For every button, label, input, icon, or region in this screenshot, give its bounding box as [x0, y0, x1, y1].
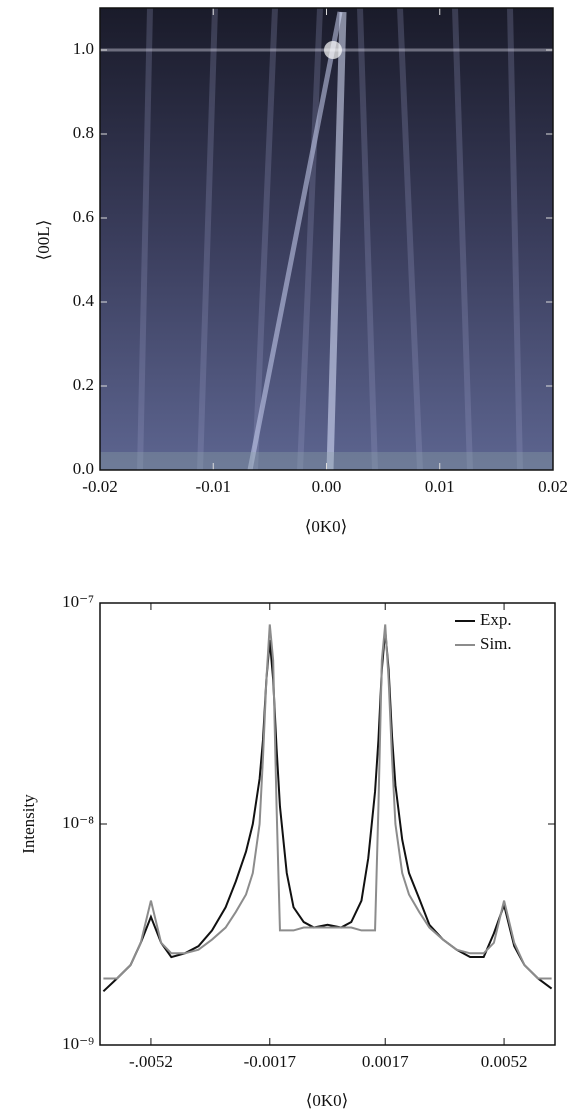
y-tick-label: 10⁻⁹	[62, 1034, 94, 1053]
data-line	[103, 624, 552, 980]
y-tick-label: 1.0	[73, 39, 94, 58]
map-streak	[397, 7, 423, 471]
map-spot	[324, 41, 342, 59]
y-tick-label: 10⁻⁸	[62, 813, 94, 832]
map-streak	[137, 7, 153, 471]
plot-frame	[99, 7, 554, 471]
x-tick-label: -0.0017	[244, 1052, 297, 1071]
map-streak	[297, 7, 323, 471]
plot-frame	[99, 602, 556, 1046]
y-tick-label: 0.0	[73, 459, 94, 478]
data-line	[102, 630, 553, 993]
legend-label: Exp.	[480, 610, 512, 629]
map-streak	[507, 7, 523, 471]
x-tick-label: 0.00	[312, 477, 342, 496]
y-tick-label: 0.4	[73, 291, 95, 310]
map-streak	[247, 11, 343, 471]
legend-label: Sim.	[480, 634, 512, 653]
y-tick-label: 10⁻⁷	[62, 592, 94, 611]
x-tick-label: 0.0017	[362, 1052, 409, 1071]
map-streak	[452, 7, 473, 471]
map-streaks	[137, 7, 523, 471]
y-tick-label: 0.8	[73, 123, 94, 142]
x-tick-label: -0.01	[196, 477, 231, 496]
scattering-map	[100, 7, 553, 471]
x-axis-label: ⟨0K0⟩	[305, 517, 348, 536]
x-tick-label: 0.02	[538, 477, 568, 496]
y-tick-label: 0.2	[73, 375, 94, 394]
x-tick-label: -.0052	[129, 1052, 173, 1071]
map-streak	[357, 7, 378, 471]
map-streak	[326, 11, 347, 471]
map-streak	[197, 7, 218, 471]
x-tick-label: 0.01	[425, 477, 455, 496]
y-tick-label: 0.6	[73, 207, 94, 226]
x-axis-label: ⟨0K0⟩	[306, 1091, 349, 1110]
x-tick-label: -0.02	[82, 477, 117, 496]
y-axis-label: Intensity	[19, 794, 38, 854]
map-streak	[252, 7, 278, 471]
x-tick-label: 0.0052	[481, 1052, 528, 1071]
y-axis-label: ⟨00L⟩	[34, 220, 53, 261]
